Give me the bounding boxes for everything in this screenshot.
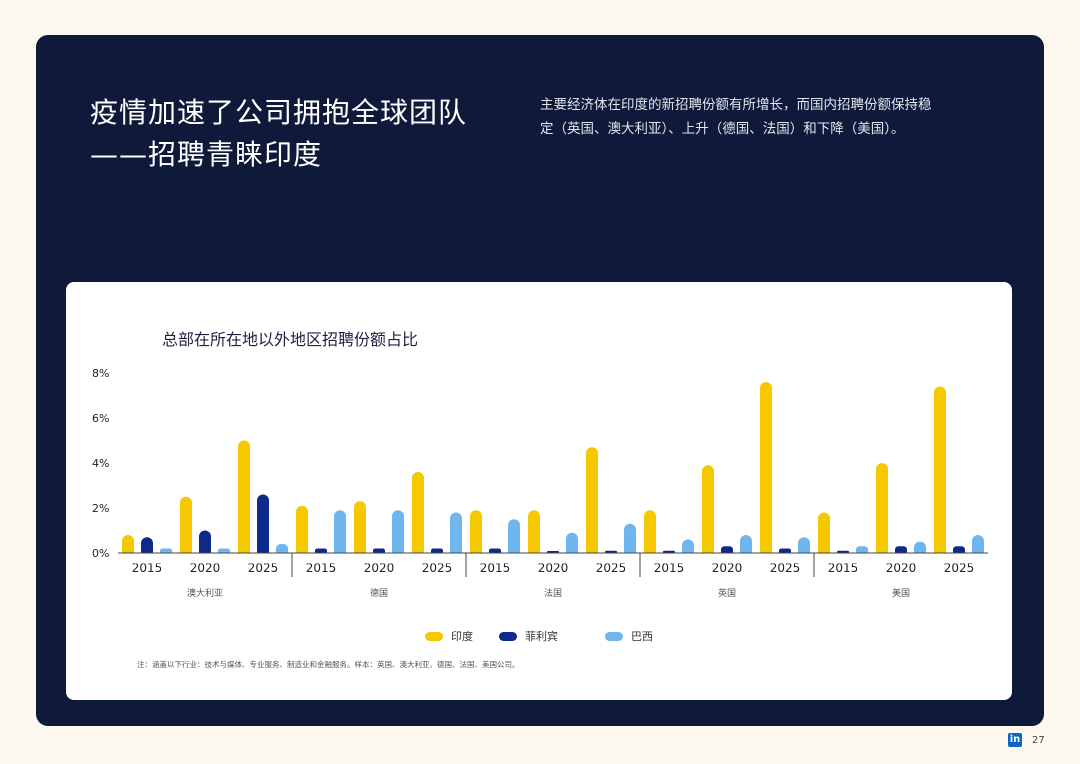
x-tick-label: 2015 [480,561,511,575]
bar [566,532,578,559]
bar [296,505,308,559]
y-tick-label: 4% [92,457,109,470]
bar [470,510,482,559]
bar [876,463,888,559]
bar [450,512,462,559]
bar-chart: 8% 6% 4% 2% 0% 2015 2020 2025 澳大利亚 2015 2020 2025 德国… [92,367,988,599]
bar [238,440,250,559]
y-tick-label: 6% [92,412,109,425]
chart-title: 总部在所在地以外地区招聘份额占比 [162,330,419,349]
bar [392,510,404,559]
x-tick-label: 2025 [422,561,453,575]
y-tick-label: 8% [92,367,109,380]
x-tick-label: 2020 [538,561,569,575]
linkedin-logo-icon: in [1008,733,1022,747]
legend-swatch-india [425,631,443,641]
group-label: 德国 [370,587,388,599]
bar [818,512,830,559]
x-tick-label: 2020 [364,561,395,575]
page-number: 27 [1032,734,1045,746]
x-tick-label: 2015 [828,561,859,575]
page-description: 主要经济体在印度的新招聘份额有所增长，而国内招聘份额保持稳定（英国、澳大利亚）、… [540,97,932,137]
chart-card [66,282,1012,700]
bar [354,501,366,559]
y-tick-label: 0% [92,547,109,560]
group-label: 美国 [892,587,910,599]
group-label: 英国 [718,587,736,599]
x-tick-label: 2025 [248,561,279,575]
page-title-line-1: 疫情加速了公司拥抱全球团队 [90,96,468,129]
bar [760,382,772,559]
bar [508,519,520,559]
bar [586,447,598,559]
legend-item-brazil: 巴西 [605,628,653,644]
x-tick-label: 2015 [132,561,163,575]
bar [702,465,714,559]
bar [199,530,211,559]
page-footer: in 27 [1008,733,1045,747]
group-label: 法国 [544,587,562,599]
x-tick-label: 2020 [190,561,221,575]
bar [180,496,192,559]
page-title: 疫情加速了公司拥抱全球团队 ——招聘青睐印度 [90,92,510,176]
bar [624,523,636,559]
x-tick-label: 2020 [886,561,917,575]
x-tick-label: 2015 [306,561,337,575]
legend-swatch-philippines [499,631,517,641]
x-tick-label: 2025 [770,561,801,575]
x-tick-label: 2025 [944,561,975,575]
bar [334,510,346,559]
page-title-line-2: ——招聘青睐印度 [90,138,323,171]
y-tick-label: 2% [92,502,109,515]
legend-label-brazil: 巴西 [631,630,653,643]
legend-swatch-brazil [605,631,623,641]
x-tick-label: 2015 [654,561,685,575]
chart-footnote: 注：涵盖以下行业：技术与媒体、专业服务、制造业和金融服务。样本：英国、澳大利亚、… [137,660,520,669]
bar [934,386,946,559]
baseline-mask [118,553,988,564]
bar [257,494,269,559]
bar [528,510,540,559]
x-tick-label: 2020 [712,561,743,575]
legend-item-philippines: 菲利宾 [499,628,558,644]
legend-label-philippines: 菲利宾 [525,630,558,643]
legend-item-india: 印度 [425,628,473,644]
bar [644,510,656,559]
bar [412,472,424,559]
group-label: 澳大利亚 [187,587,223,599]
x-tick-label: 2025 [596,561,627,575]
legend-label-india: 印度 [451,630,473,643]
chart-legend: 印度 菲利宾 巴西 [0,628,1080,648]
